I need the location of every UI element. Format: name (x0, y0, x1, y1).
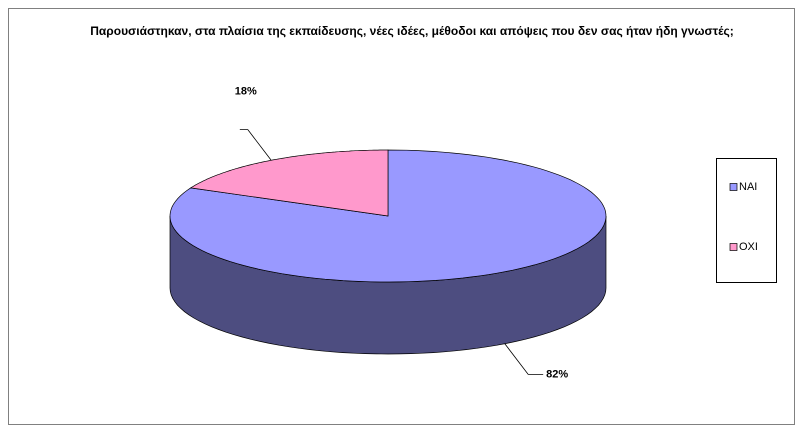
data-label: 18% (235, 86, 257, 98)
data-label: 82% (546, 368, 568, 380)
leader-line (239, 129, 272, 161)
legend-box (716, 158, 777, 283)
chart-title: Παρουσιάστηκαν, στα πλαίσια της εκπαίδευ… (90, 24, 734, 38)
leader-line (504, 343, 544, 375)
legend-swatch (729, 183, 738, 191)
legend-label: OXI (739, 241, 758, 253)
slice (189, 149, 389, 217)
legend-swatch (729, 243, 738, 251)
legend-label: NAI (739, 181, 757, 193)
